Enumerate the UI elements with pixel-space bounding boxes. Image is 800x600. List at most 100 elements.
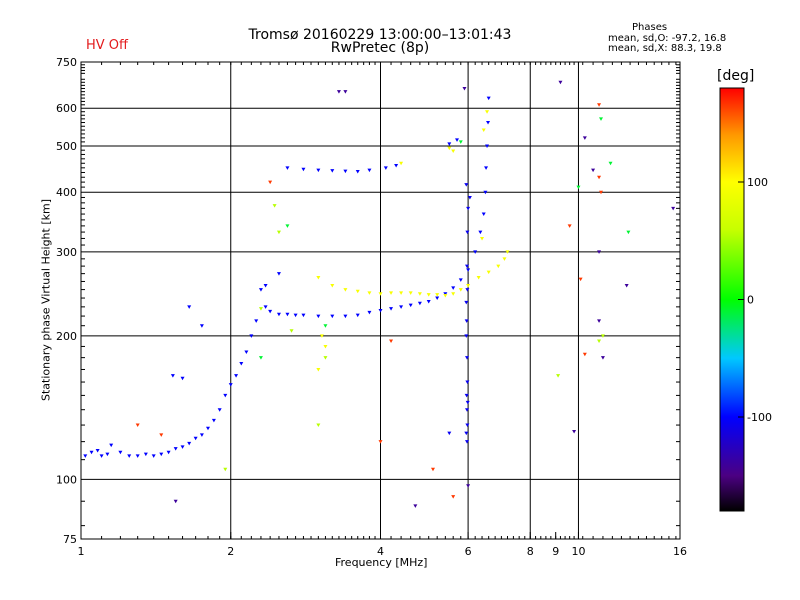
data-point [258,307,263,311]
data-point [447,146,452,151]
y-tick-label: 400 [56,186,77,199]
x-tick-label: 10 [571,545,585,558]
data-point [466,268,471,272]
data-point [430,467,435,472]
data-point [316,276,321,280]
data-point [481,212,486,217]
data-point [173,447,178,451]
data-point [484,166,489,170]
data-point [578,277,583,282]
y-tick-label: 200 [56,330,77,343]
data-point [343,90,348,94]
data-point [458,288,463,292]
data-point [466,206,471,211]
data-point [576,185,581,190]
data-point [316,423,321,428]
data-point [135,454,140,458]
data-point [466,283,471,288]
chart-title: Tromsø 20160229 13:00:00–13:01:43 [248,27,512,43]
x-tick-label: 6 [465,545,472,558]
x-tick-label: 4 [377,545,384,558]
data-point [276,230,281,235]
data-point [135,423,140,428]
data-point [151,454,156,458]
data-point [464,300,469,305]
x-axis-label: Frequency [MHz] [335,556,428,569]
y-tick-label: 300 [56,246,77,259]
data-point [193,436,198,441]
data-point [323,356,328,360]
data-point [465,264,470,269]
x-tick-label: 1 [78,545,85,558]
data-point [254,319,259,323]
data-point [199,433,204,437]
data-point [199,324,204,328]
data-point [485,144,490,148]
data-point [263,305,268,309]
data-point [343,169,348,174]
data-point [187,305,192,309]
data-point [323,344,328,349]
data-point [599,190,604,195]
data-point [582,136,587,140]
data-point [486,96,491,101]
data-point [378,308,383,313]
data-point [417,292,422,296]
data-point [483,190,488,195]
data-point [330,169,335,173]
data-point [408,291,413,295]
data-point [599,117,604,121]
data-point [464,393,469,398]
data-point [301,313,306,318]
data-point [467,195,472,200]
data-point [367,310,372,315]
x-tick-label: 8 [527,545,534,558]
data-point [316,367,321,372]
data-point [187,441,192,446]
data-point [285,312,290,317]
data-point [413,504,418,508]
data-point [597,339,602,344]
x-tick-label: 9 [552,545,559,558]
data-point [118,450,123,455]
data-point [458,278,463,282]
hv-status-label: HV Off [86,38,128,53]
data-point [211,418,216,423]
data-point [223,467,228,472]
data-point [330,314,335,319]
y-axis-label: Stationary phase Virtual Height [km] [39,198,53,402]
y-tick-label: 750 [56,56,77,69]
data-point [276,312,281,317]
colorbar-unit-label: [deg] [717,68,755,84]
data-point [496,264,501,269]
data-point [465,380,470,385]
data-point [316,168,321,173]
data-point [502,257,507,261]
data-point [417,301,422,306]
data-point [173,499,178,504]
data-point [355,170,360,174]
data-point [435,296,440,301]
data-point [343,314,348,319]
data-point [272,204,277,208]
data-point [600,356,605,360]
data-point [567,224,572,228]
data-point [127,454,132,458]
data-point [343,288,348,292]
chart-subtitle: RwPretec (8p) [330,40,430,56]
y-tick-label: 100 [56,473,77,486]
data-point [105,452,110,457]
data-point [465,230,470,235]
data-point [466,484,471,488]
data-point [399,161,404,166]
data-point [289,329,294,333]
data-point [223,393,228,398]
data-point [394,164,399,168]
data-point [378,292,383,296]
data-point [464,183,469,187]
data-point [249,334,254,338]
data-point [426,293,431,297]
data-point [258,288,263,292]
data-point [465,288,470,292]
data-point [558,80,563,85]
